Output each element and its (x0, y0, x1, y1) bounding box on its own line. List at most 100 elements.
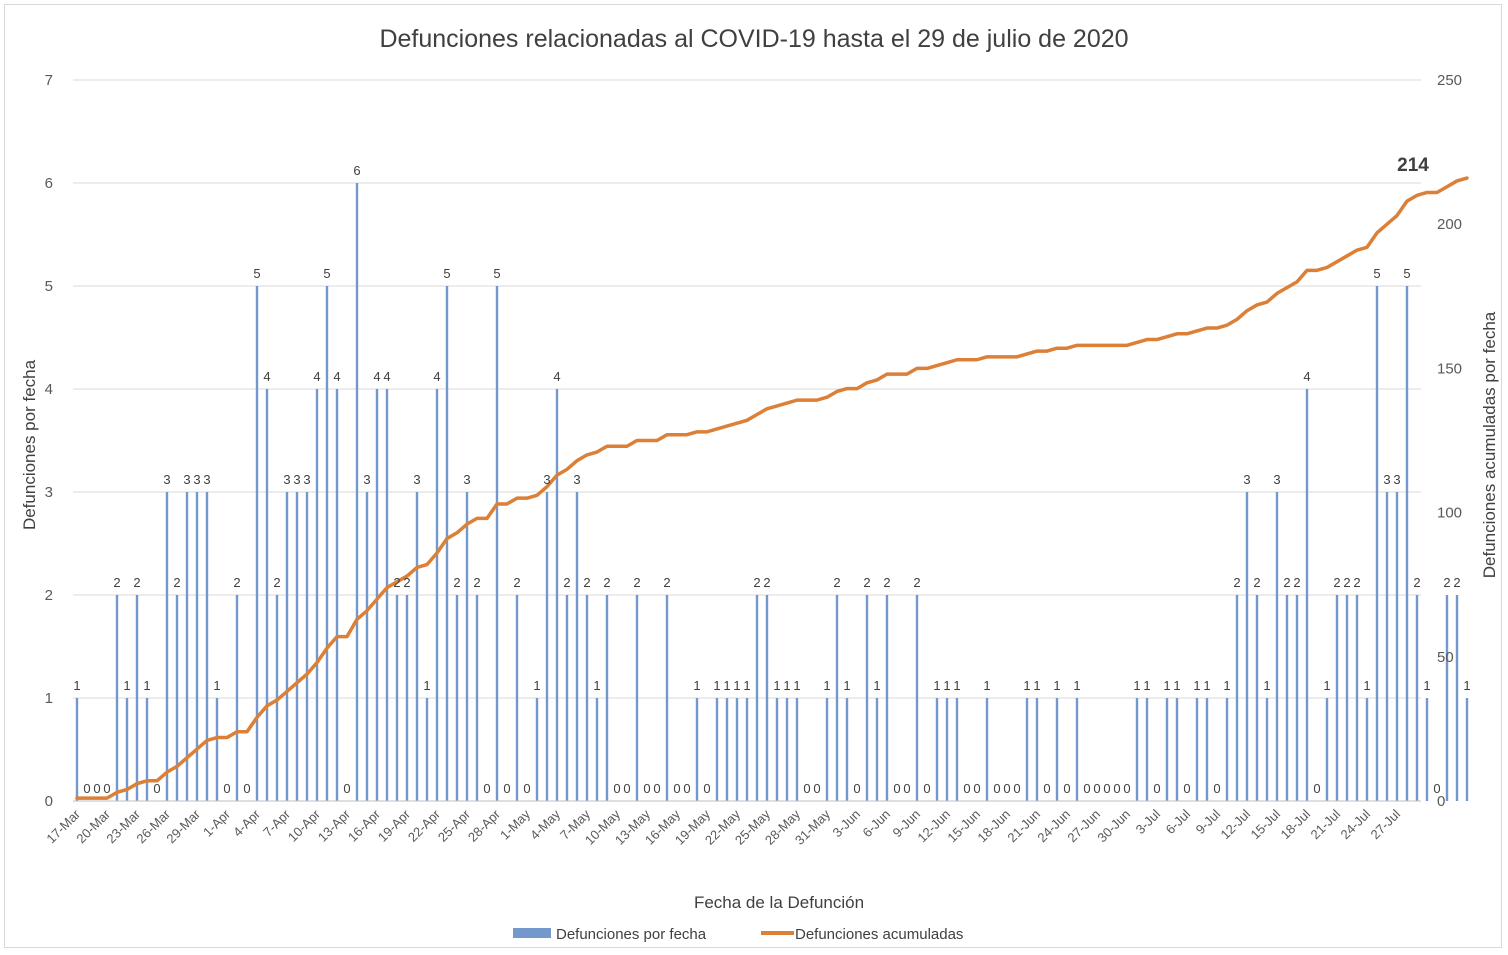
bar-data-label: 1 (533, 678, 540, 693)
bar (785, 698, 789, 801)
bar-data-label: 1 (733, 678, 740, 693)
bar-data-label: 0 (973, 781, 980, 796)
bar-series (75, 183, 1469, 801)
bar (865, 595, 869, 801)
bar-data-label: 2 (1343, 575, 1350, 590)
bar-data-label: 1 (723, 678, 730, 693)
x-tick-label: 1-Apr (200, 806, 234, 840)
chart-title: Defunciones relacionadas al COVID-19 has… (379, 25, 1128, 53)
y-right-tick-label: 150 (1437, 360, 1462, 377)
legend-label-bar: Defunciones por fecha (556, 926, 707, 943)
left-axis: 0 1 2 3 4 5 6 7 (45, 72, 53, 810)
bar-data-label: 1 (213, 678, 220, 693)
bar (1275, 492, 1279, 801)
bar (425, 698, 429, 801)
bar-data-label: 2 (1353, 575, 1360, 590)
bar (1455, 595, 1459, 801)
bar (985, 698, 989, 801)
x-tick-label: 21-Jun (1004, 807, 1043, 846)
bar (795, 698, 799, 801)
bar-data-label: 3 (1273, 472, 1280, 487)
x-tick-label: 12-Jun (914, 807, 953, 846)
bar-data-label: 0 (1003, 781, 1010, 796)
bar-data-label: 1 (1133, 678, 1140, 693)
x-tick-label: 25-Apr (435, 806, 474, 845)
bar-data-label: 0 (803, 781, 810, 796)
bar (75, 698, 79, 801)
bar-data-label: 0 (623, 781, 630, 796)
bar-data-label: 0 (1103, 781, 1110, 796)
bar-data-label: 3 (413, 472, 420, 487)
y-left-tick-label: 3 (45, 484, 53, 501)
bar (725, 698, 729, 801)
bar-data-label: 2 (393, 575, 400, 590)
bar-data-label: 2 (173, 575, 180, 590)
bar (355, 183, 359, 801)
bar (205, 492, 209, 801)
bar-data-label: 0 (893, 781, 900, 796)
bar-data-label: 0 (1153, 781, 1160, 796)
bar-data-label: 0 (1183, 781, 1190, 796)
bar (325, 286, 329, 801)
bar-data-label: 1 (1193, 678, 1200, 693)
bar (195, 492, 199, 801)
bar-data-label: 3 (363, 472, 370, 487)
x-tick-label: 19-Apr (375, 806, 414, 845)
x-tick-label: 6-Jul (1163, 806, 1194, 837)
bar (845, 698, 849, 801)
y-axis-right-title: Defunciones acumuladas por fecha (1480, 311, 1499, 578)
bar (475, 595, 479, 801)
bar-data-label: 4 (263, 369, 270, 384)
bar (1165, 698, 1169, 801)
bar (1055, 698, 1059, 801)
bar (715, 698, 719, 801)
bar-data-label: 2 (863, 575, 870, 590)
bar-data-label: 0 (903, 781, 910, 796)
chart-svg: Defunciones relacionadas al COVID-19 has… (20, 25, 1499, 943)
x-tick-label: 18-Jun (974, 807, 1013, 846)
bar-data-label: 4 (383, 369, 390, 384)
bar (1025, 698, 1029, 801)
x-tick-label: 27-Jul (1367, 806, 1403, 842)
bar-data-label: 1 (1203, 678, 1210, 693)
bar-data-label: 1 (1173, 678, 1180, 693)
bar (1405, 286, 1409, 801)
bar (1265, 698, 1269, 801)
x-tick-label: 21-Jul (1307, 806, 1343, 842)
x-tick-label: 3-Jun (830, 807, 864, 841)
bar (1175, 698, 1179, 801)
x-tick-label: 10-Apr (285, 806, 324, 845)
bar-data-label: 3 (183, 472, 190, 487)
bar-data-label: 2 (113, 575, 120, 590)
bar-data-label: 1 (1263, 678, 1270, 693)
bar-data-label: 5 (1403, 266, 1410, 281)
bar-data-label: 1 (783, 678, 790, 693)
x-tick-label: 28-Apr (465, 806, 504, 845)
bar-data-label: 0 (993, 781, 1000, 796)
bar-data-label: 0 (1093, 781, 1100, 796)
bar (265, 389, 269, 801)
bar (585, 595, 589, 801)
bar-data-label: 1 (1163, 678, 1170, 693)
bar-data-label: 1 (873, 678, 880, 693)
bar-data-label: 1 (1143, 678, 1150, 693)
bar-data-label: 1 (1053, 678, 1060, 693)
bar (825, 698, 829, 801)
bar-data-label: 2 (233, 575, 240, 590)
bar-data-label: 1 (123, 678, 130, 693)
bar-data-label: 2 (583, 575, 590, 590)
bar-data-label: 1 (143, 678, 150, 693)
bar-data-label: 0 (1013, 781, 1020, 796)
bar-data-label: 2 (1453, 575, 1460, 590)
bar (775, 698, 779, 801)
bar (305, 492, 309, 801)
x-tick-label: 4-May (527, 806, 563, 842)
x-tick-label: 6-Jun (860, 807, 894, 841)
bar-data-label: 0 (103, 781, 110, 796)
bar-data-label: 5 (443, 266, 450, 281)
bar-data-label: 3 (1393, 472, 1400, 487)
bar (385, 389, 389, 801)
bar-data-label: 4 (333, 369, 340, 384)
bar-data-label: 2 (1333, 575, 1340, 590)
bar-data-label: 0 (223, 781, 230, 796)
